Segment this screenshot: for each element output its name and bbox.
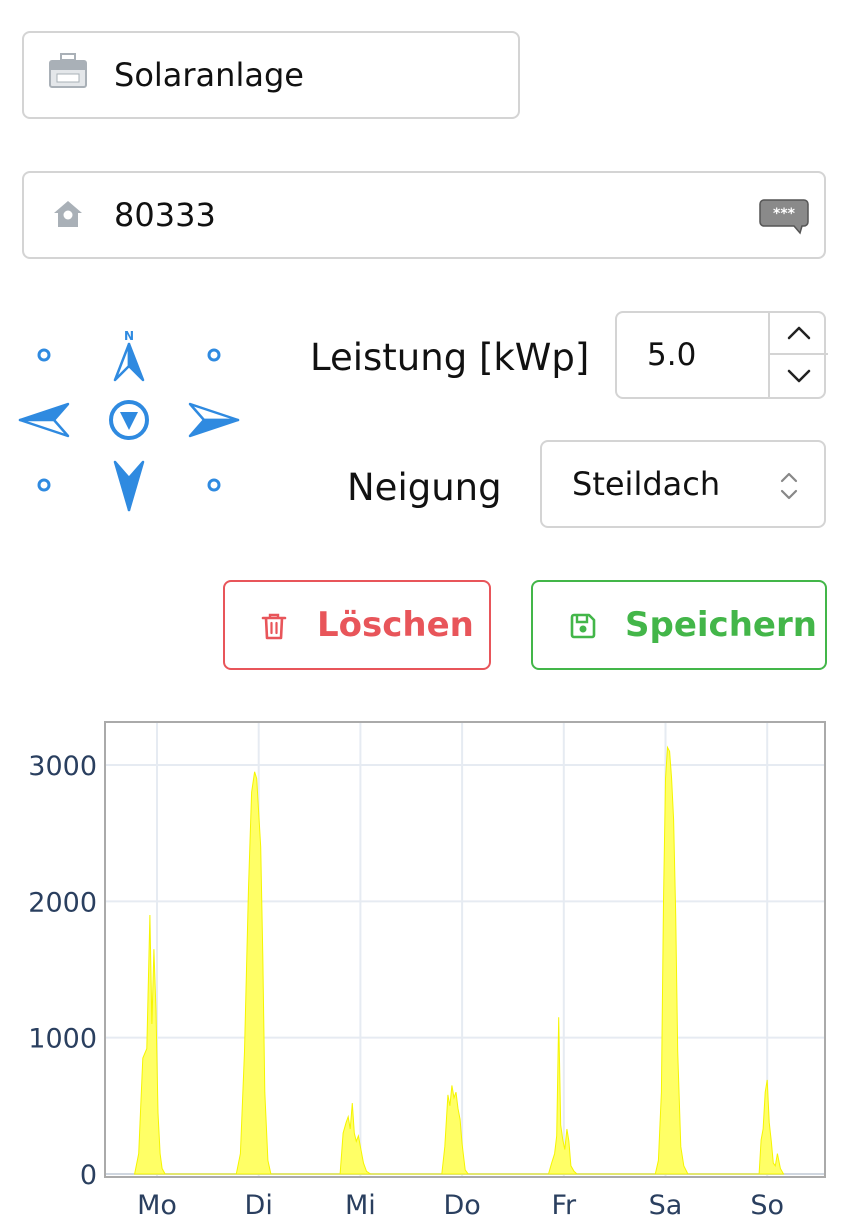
svg-text:***: *** xyxy=(773,206,796,222)
x-tick-label: Mo xyxy=(137,1190,177,1221)
y-tick-label: 0 xyxy=(80,1160,97,1191)
tilt-value: Steildach xyxy=(572,465,721,503)
name-field[interactable]: Solaranlage xyxy=(22,31,520,119)
delete-button[interactable]: Löschen xyxy=(223,580,491,670)
delete-label: Löschen xyxy=(317,605,474,645)
compass-dot-nw[interactable] xyxy=(37,348,51,362)
power-stepper[interactable] xyxy=(768,313,828,397)
save-button[interactable]: Speichern xyxy=(531,580,827,670)
x-tick-label: Do xyxy=(443,1190,480,1221)
y-tick-label: 2000 xyxy=(28,887,97,918)
compass-dot-se[interactable] xyxy=(207,478,221,492)
zip-field[interactable]: 80333 *** xyxy=(22,171,826,259)
production-chart: 0 1000 2000 3000 Mo Di Mi Do Fr Sa So xyxy=(28,721,826,1221)
zip-value: 80333 xyxy=(114,196,216,234)
chevron-down-icon xyxy=(787,369,811,383)
tilt-select[interactable]: Steildach xyxy=(540,440,826,528)
arrow-north-icon[interactable] xyxy=(113,342,145,382)
x-tick-label: So xyxy=(750,1190,784,1221)
chart-grid xyxy=(105,722,825,1177)
power-label: Leistung [kWp] xyxy=(310,336,590,379)
home-pin-icon xyxy=(54,201,82,227)
select-arrows-icon xyxy=(780,472,798,500)
stepper-up-button[interactable] xyxy=(770,313,828,355)
x-tick-label: Di xyxy=(245,1190,273,1221)
x-tick-label: Fr xyxy=(551,1190,577,1221)
compass-north-label: N xyxy=(124,329,134,343)
chevron-up-icon xyxy=(787,326,811,340)
arrow-east-icon[interactable] xyxy=(188,402,240,438)
tilt-label: Neigung xyxy=(347,466,502,509)
compass-control[interactable]: N xyxy=(14,326,244,516)
power-input[interactable]: 5.0 xyxy=(615,311,828,399)
password-dots-icon[interactable]: *** xyxy=(758,197,810,235)
x-tick-label: Mi xyxy=(345,1190,376,1221)
y-tick-label: 3000 xyxy=(28,751,97,782)
compass-dot-sw[interactable] xyxy=(37,478,51,492)
name-value: Solaranlage xyxy=(114,56,304,94)
power-value: 5.0 xyxy=(647,337,697,373)
name-tag-icon xyxy=(49,53,87,88)
x-axis: Mo Di Mi Do Fr Sa So xyxy=(137,1190,784,1221)
save-label: Speichern xyxy=(625,605,817,645)
x-tick-label: Sa xyxy=(649,1190,683,1221)
trash-icon xyxy=(261,613,287,640)
stepper-down-button[interactable] xyxy=(770,355,828,397)
compass-dot-ne[interactable] xyxy=(207,348,221,362)
compass-center-icon[interactable] xyxy=(109,400,149,440)
series-area xyxy=(133,745,785,1175)
arrow-south-icon[interactable] xyxy=(113,460,145,512)
y-tick-label: 1000 xyxy=(28,1024,97,1055)
plot-frame xyxy=(104,721,826,1178)
y-axis: 0 1000 2000 3000 xyxy=(28,751,97,1191)
arrow-west-icon[interactable] xyxy=(18,402,70,438)
floppy-disk-icon xyxy=(570,613,596,639)
